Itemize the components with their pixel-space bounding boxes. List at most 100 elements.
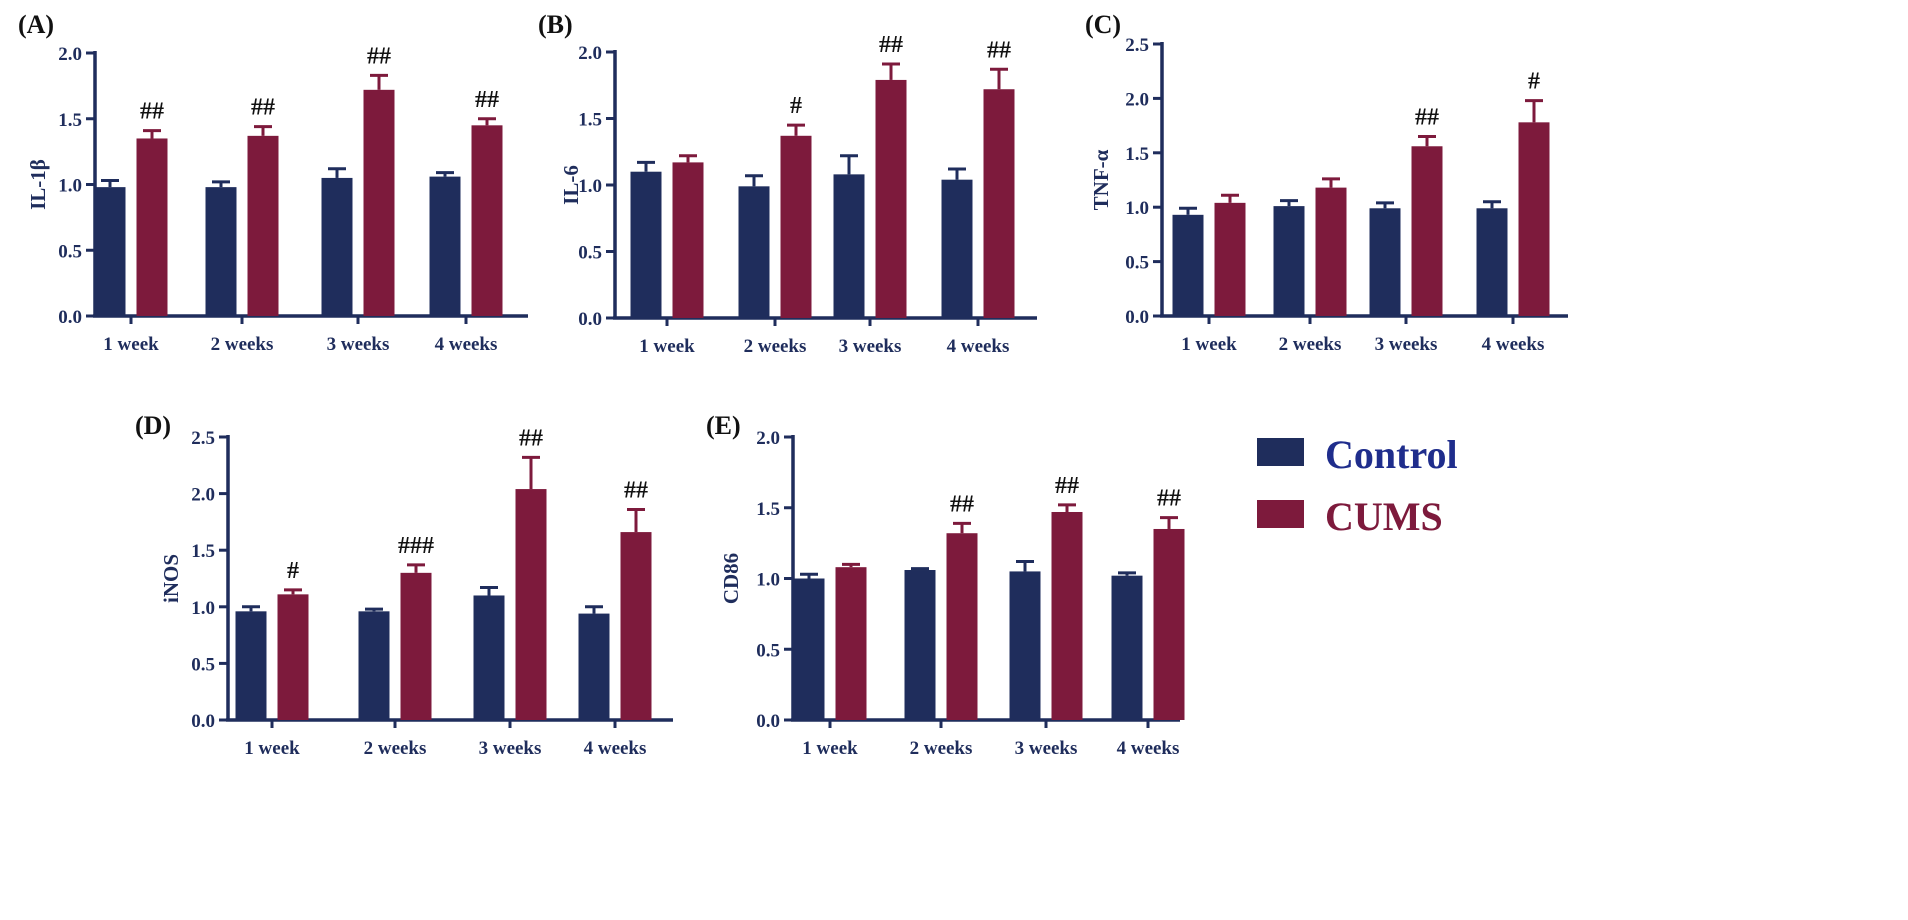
y-tick-label: 0.5 (191, 654, 215, 675)
legend-label-control: Control (1325, 432, 1458, 477)
x-tick-label: 2 weeks (910, 738, 973, 759)
bar-cums (1411, 146, 1443, 316)
bar-cums (277, 594, 309, 720)
bar-control (1476, 208, 1508, 316)
y-tick-label: 1.0 (58, 176, 82, 197)
x-tick-label: 3 weeks (839, 336, 902, 357)
bar-cums (1315, 187, 1347, 316)
x-tick-label: 4 weeks (584, 738, 647, 759)
y-axis-title: IL-1β (26, 159, 50, 210)
significance-label: ## (1055, 473, 1079, 499)
bar-cums (620, 532, 652, 720)
significance-label: ## (879, 32, 903, 58)
y-tick-label: 2.0 (58, 44, 82, 65)
x-tick-label: 2 weeks (211, 334, 274, 355)
significance-label: ## (1157, 486, 1181, 512)
y-tick-label: 0.0 (58, 307, 82, 328)
y-tick-label: 1.0 (756, 570, 780, 591)
panel-label: (D) (135, 411, 171, 440)
significance-label: ## (140, 99, 164, 125)
significance-label: ## (251, 95, 275, 121)
chart-panel-3: (C) TNF-α 0.0 0.5 1.0 1.5 2.0 2.5 1 week 2 weeks #… (1085, 10, 1568, 355)
bar-control (738, 186, 770, 318)
y-tick-label: 1.0 (578, 176, 602, 197)
bar-cums (247, 135, 279, 316)
y-tick-label: 0.0 (756, 711, 780, 732)
x-tick-label: 2 weeks (364, 738, 427, 759)
bar-control (94, 187, 126, 316)
y-axis-title: iNOS (159, 554, 183, 603)
bar-cums (400, 572, 432, 720)
legend-label-cums: CUMS (1325, 494, 1443, 539)
panel-label: (C) (1085, 10, 1121, 39)
x-tick-label: 2 weeks (1279, 334, 1342, 355)
x-tick-label: 1 week (244, 738, 300, 759)
bar-control (1273, 206, 1305, 316)
significance-label: ## (987, 37, 1011, 63)
bar-control (941, 179, 973, 318)
significance-label: ### (398, 533, 434, 559)
x-tick-label: 1 week (103, 334, 159, 355)
y-axis-title: IL-6 (559, 165, 583, 205)
significance-label: ## (475, 87, 499, 113)
bar-control (793, 578, 825, 720)
bar-control (630, 171, 662, 318)
significance-label: # (790, 93, 802, 119)
bar-control (1369, 208, 1401, 316)
chart-panel-4: (D) iNOS 0.0 0.5 1.0 1.5 2.0 2.5 #1 week ### 2 wee… (135, 411, 673, 759)
bar-cums (983, 89, 1015, 319)
bar-control (321, 177, 353, 316)
bar-cums (946, 533, 978, 720)
y-tick-label: 2.0 (191, 485, 215, 506)
significance-label: ## (1415, 104, 1439, 130)
bar-control (1172, 214, 1204, 316)
bar-cums (1518, 122, 1550, 316)
bar-cums (515, 489, 547, 720)
x-tick-label: 4 weeks (1482, 334, 1545, 355)
significance-label: ## (367, 43, 391, 69)
bar-cums (136, 138, 168, 316)
y-tick-label: 0.5 (58, 241, 82, 262)
y-tick-label: 2.0 (756, 428, 780, 449)
bar-cums (363, 89, 395, 316)
bar-control (358, 611, 390, 720)
y-tick-label: 1.0 (1125, 198, 1149, 219)
bar-control (429, 176, 461, 316)
y-tick-label: 1.5 (1125, 144, 1149, 165)
chart-panel-1: (A) IL-1β 0.0 0.5 1.0 1.5 2.0 ## 1 week ## 2 weeks… (18, 10, 528, 355)
y-tick-label: 1.5 (756, 499, 780, 520)
significance-label: ## (950, 491, 974, 517)
y-tick-label: 1.5 (191, 541, 215, 562)
bar-cums (672, 162, 704, 318)
x-tick-label: 4 weeks (1117, 738, 1180, 759)
bar-cums (780, 135, 812, 318)
bar-control (1111, 575, 1143, 720)
bar-cums (471, 125, 503, 316)
panel-label: (B) (538, 10, 573, 39)
legend-swatch-control (1257, 438, 1304, 466)
bar-control (1009, 571, 1041, 720)
x-tick-label: 1 week (639, 336, 695, 357)
legend: Control CUMS (1257, 432, 1458, 539)
bar-control (833, 174, 865, 318)
panel-label: (A) (18, 10, 54, 39)
y-tick-label: 2.5 (1125, 35, 1149, 56)
chart-panel-5: (E) CD86 0.0 0.5 1.0 1.5 2.0 1 week ## 2 weeks ## 3… (706, 411, 1185, 759)
x-tick-label: 3 weeks (479, 738, 542, 759)
bar-cums (835, 567, 867, 720)
y-tick-label: 0.5 (1125, 253, 1149, 274)
x-tick-label: 4 weeks (435, 334, 498, 355)
legend-swatch-cums (1257, 500, 1304, 528)
y-axis-title: TNF-α (1089, 149, 1113, 210)
y-tick-label: 0.5 (756, 640, 780, 661)
y-tick-label: 2.5 (191, 428, 215, 449)
significance-label: ## (519, 425, 543, 451)
x-tick-label: 4 weeks (947, 336, 1010, 357)
x-tick-label: 1 week (1181, 334, 1237, 355)
y-tick-label: 0.5 (578, 243, 602, 264)
x-tick-label: 1 week (802, 738, 858, 759)
panel-label: (E) (706, 411, 741, 440)
x-tick-label: 2 weeks (744, 336, 807, 357)
y-tick-label: 2.0 (1125, 89, 1149, 110)
